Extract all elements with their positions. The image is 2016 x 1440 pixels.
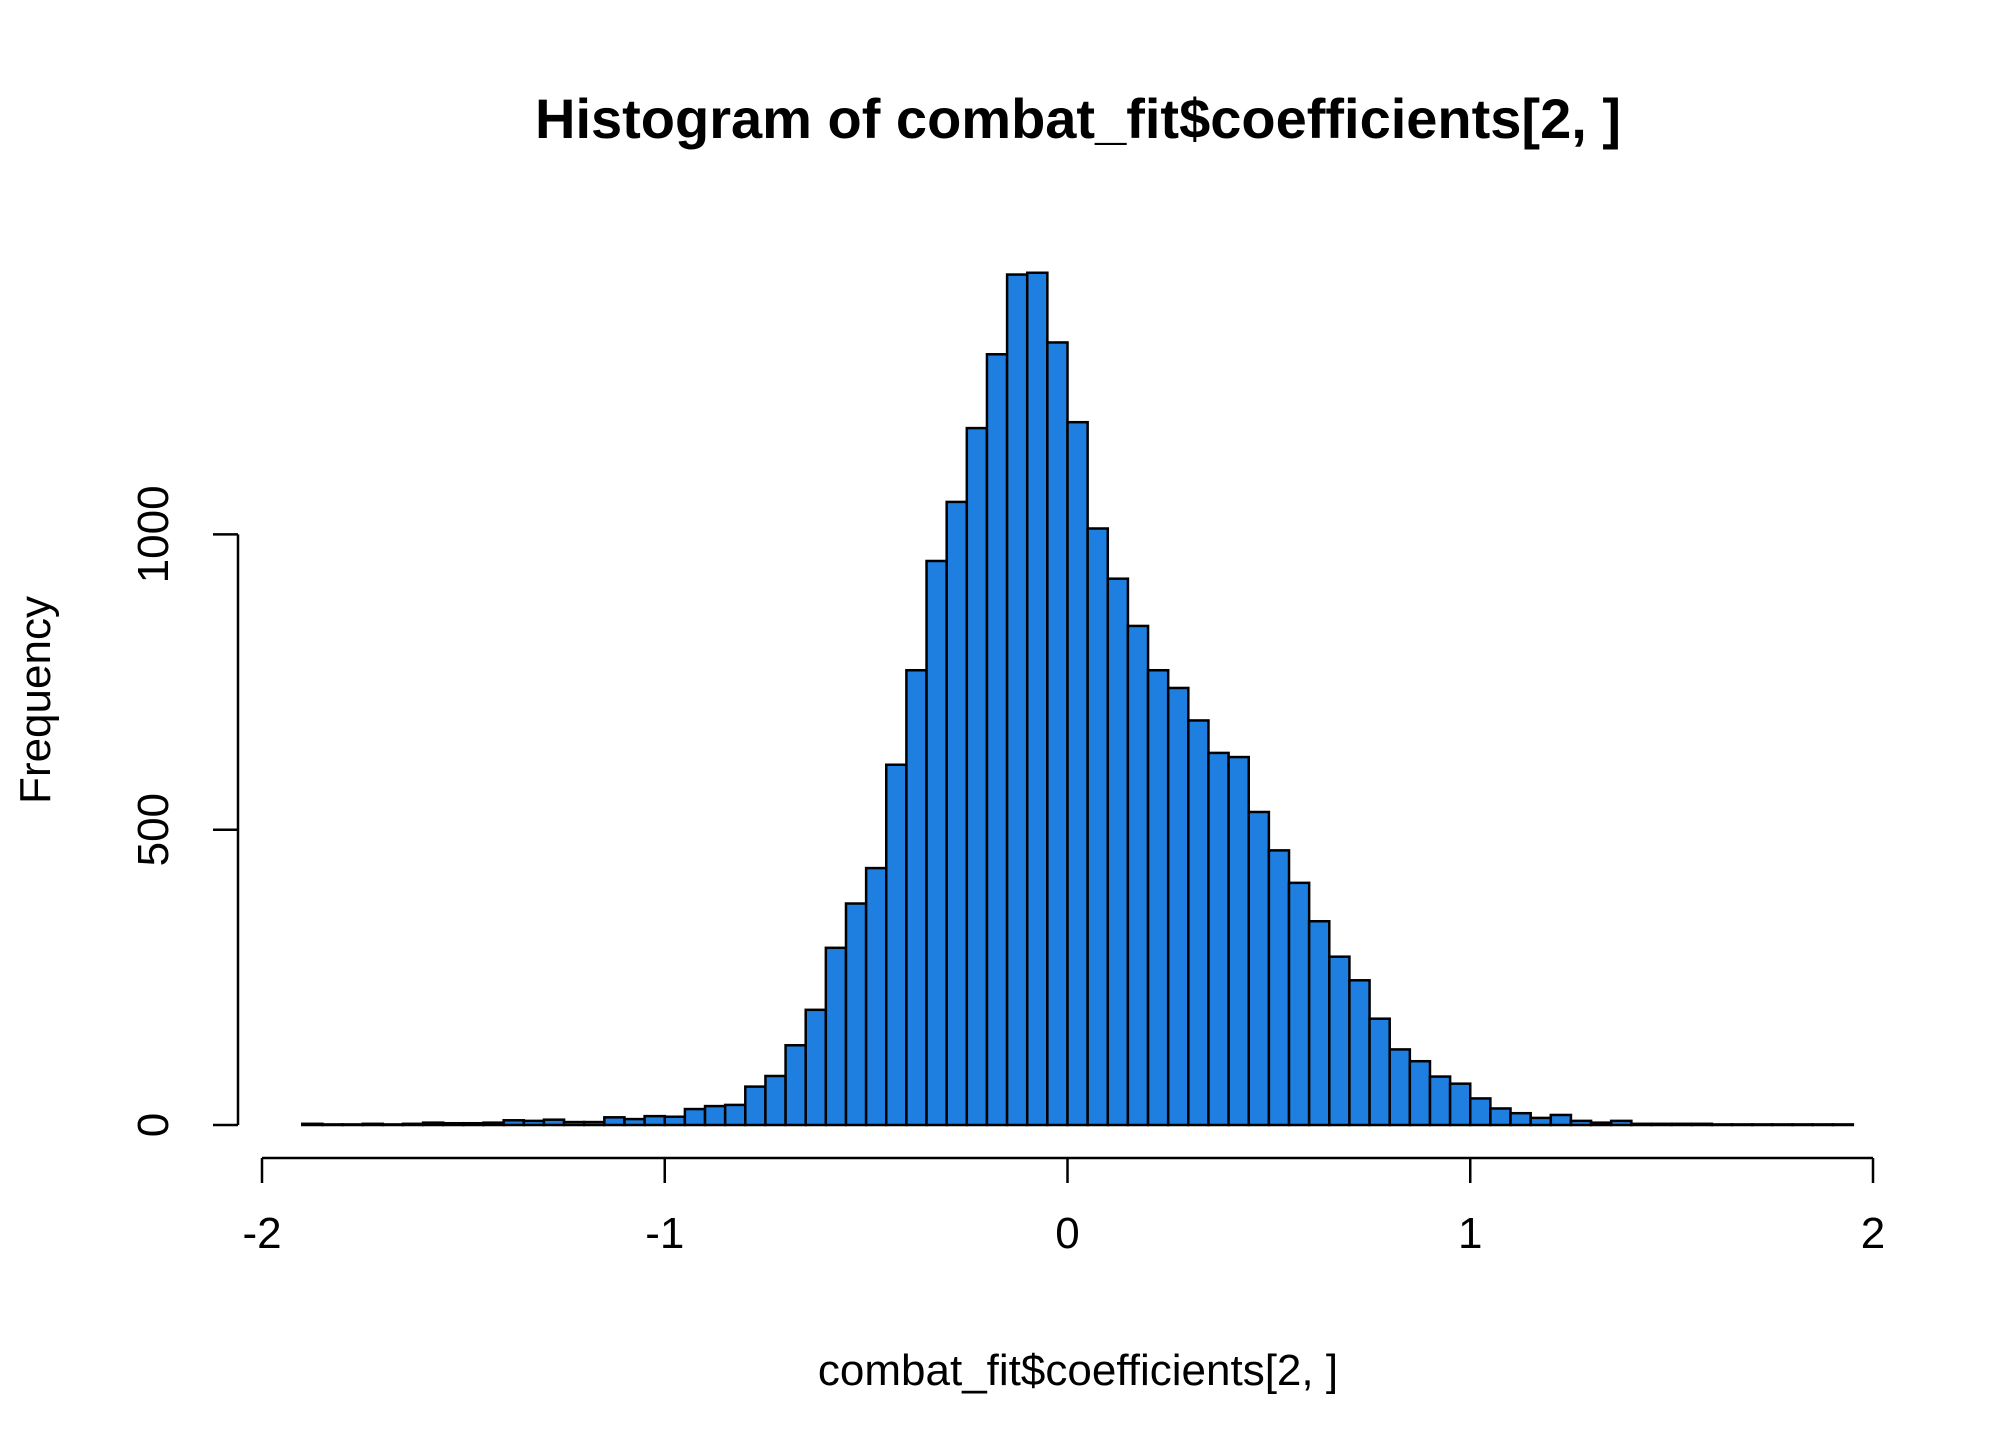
histogram-bar [502,1119,526,1127]
histogram-bar [1650,1122,1673,1127]
histogram-bar [542,1118,566,1127]
histogram-bar [744,1085,767,1127]
x-tick-label: 2 [1861,1209,1885,1258]
y-tick-label: 500 [129,793,178,866]
x-axis-label: combat_fit$coefficients[2, ] [818,1346,1338,1395]
histogram-bar [663,1115,687,1127]
histogram-bar [1791,1123,1814,1127]
histogram-bar [1368,1017,1391,1127]
histogram-bar [1086,527,1110,1127]
histogram-bar [301,1122,324,1127]
histogram-bar [905,668,928,1127]
histogram-bar [1207,751,1230,1127]
x-tick-label: -1 [645,1209,684,1258]
histogram-bar [824,946,848,1127]
x-tick-label: 1 [1458,1209,1482,1258]
histogram-bar [1328,955,1351,1127]
histogram-bar [1549,1113,1573,1127]
histogram-bar [1730,1123,1754,1127]
histogram-bar [1529,1116,1553,1127]
histogram-bar [1146,668,1170,1127]
histogram-bar [643,1114,666,1127]
histogram-bar [784,1044,807,1127]
histogram-bar [703,1104,727,1127]
histogram-bar [1307,919,1331,1127]
histogram-bar [1267,849,1291,1127]
histogram-bar [1428,1075,1452,1127]
histogram-bar [462,1121,485,1127]
histogram-bar [1166,686,1190,1127]
histogram-bar [1227,755,1250,1127]
histogram-bar [683,1107,707,1127]
histogram-bar [1831,1123,1855,1127]
histogram-bar [1126,624,1150,1127]
histogram-bar [381,1123,405,1127]
histogram-bar [1106,577,1130,1127]
histogram-bar [925,559,948,1127]
histogram-bar [1630,1122,1653,1127]
histogram-bar [1448,1082,1472,1127]
histogram-bar [1569,1119,1593,1127]
histogram-bar [965,426,989,1127]
histogram-bar [341,1123,364,1127]
histogram-bar [1670,1122,1694,1127]
histogram-bar [723,1103,747,1127]
bars-group [301,271,1855,1127]
histogram-bar [945,500,969,1127]
histogram-bar [1348,979,1371,1127]
histogram-bar [804,1008,828,1127]
histogram-bar [522,1119,546,1127]
histogram-bar [1750,1123,1774,1127]
histogram-bar [1025,271,1049,1127]
histogram-bar [1469,1097,1492,1127]
histogram-bar [764,1074,787,1127]
histogram-bar [401,1122,425,1127]
histogram-bar [1690,1122,1714,1127]
x-axis-ticks: -2 -1 0 1 2 [242,1158,1885,1258]
histogram-bar [421,1121,445,1127]
histogram-bar [361,1122,385,1127]
histogram-bar [1408,1059,1432,1127]
histogram-bar [1005,273,1029,1127]
histogram-bar [1046,341,1069,1127]
histogram-bar [582,1120,606,1127]
y-axis-label: Frequency [11,596,60,804]
histogram-bar [885,763,908,1127]
histogram-bar [1388,1048,1412,1127]
y-tick-label: 0 [129,1113,178,1137]
y-axis-ticks: 0 500 1000 [129,485,238,1137]
histogram-bar [1811,1123,1834,1127]
histogram-bar [1589,1121,1613,1127]
x-tick-label: -2 [242,1209,281,1258]
histogram-bar [844,902,868,1127]
histogram-bar [1710,1123,1734,1127]
histogram-bar [1509,1111,1532,1127]
histogram-bar [562,1120,586,1127]
histogram-bar [1247,810,1271,1127]
histogram-bar [623,1117,646,1127]
histogram-bar [1066,420,1089,1127]
histogram-bar [1287,881,1311,1127]
histogram-bar [441,1121,465,1127]
chart-title: Histogram of combat_fit$coefficients[2, … [535,87,1621,150]
histogram-bar [1771,1123,1794,1127]
y-tick-label: 1000 [129,485,178,583]
histogram-bar [482,1121,505,1127]
histogram-bar [864,866,888,1127]
histogram-bar [1489,1107,1512,1127]
histogram-bar [1187,719,1210,1127]
histogram-bar [985,353,1009,1127]
histogram-bar [1609,1119,1633,1127]
histogram-bar [603,1116,626,1127]
histogram-bar [321,1123,344,1127]
x-tick-label: 0 [1055,1209,1079,1258]
